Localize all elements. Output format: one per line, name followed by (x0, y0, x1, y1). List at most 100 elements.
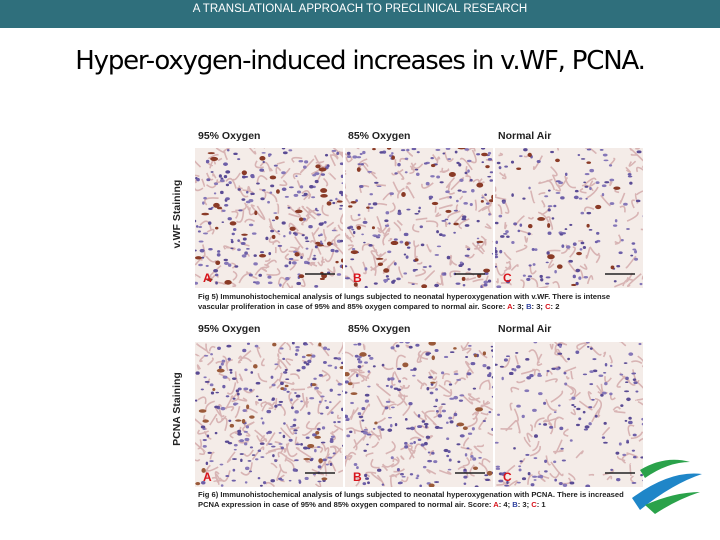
nucleus (589, 347, 593, 350)
septum (348, 368, 357, 373)
septum (195, 273, 201, 279)
septum (334, 424, 343, 432)
septum (387, 237, 393, 242)
septum (433, 408, 442, 419)
nucleus (620, 239, 624, 242)
nucleus (364, 399, 370, 403)
nucleus (484, 271, 489, 275)
nucleus (573, 405, 577, 408)
septum (226, 359, 233, 371)
stain (213, 202, 220, 208)
nucleus (320, 233, 323, 236)
nucleus (197, 230, 201, 233)
nucleus (372, 427, 376, 430)
panel-letter: A (203, 470, 212, 484)
septum (364, 426, 369, 432)
septum (421, 182, 434, 189)
nucleus (329, 439, 334, 443)
nucleus (309, 185, 314, 189)
septum (621, 452, 630, 464)
stain (315, 164, 321, 169)
septum (550, 461, 564, 477)
nucleus (258, 398, 263, 402)
nucleus (241, 175, 246, 179)
score-label: B (512, 500, 518, 509)
nucleus (353, 343, 358, 346)
nucleus (363, 431, 368, 435)
nucleus (373, 282, 378, 285)
septum (352, 435, 367, 449)
septum (287, 204, 299, 215)
septum (406, 150, 414, 157)
septum (608, 355, 613, 364)
nucleus (294, 410, 299, 414)
septum (328, 460, 337, 472)
stain (481, 152, 488, 157)
nucleus (227, 441, 233, 445)
septum (504, 221, 508, 230)
stain (356, 225, 362, 230)
septum (277, 451, 288, 458)
nucleus (206, 178, 211, 182)
stain (241, 233, 248, 236)
nucleus (628, 416, 632, 420)
nucleus (336, 151, 340, 156)
nucleus (229, 371, 233, 374)
nucleus (585, 484, 591, 487)
nucleus (345, 380, 349, 384)
nucleus (205, 264, 209, 268)
score-value: 4 (503, 500, 508, 509)
panel-letter: A (203, 271, 212, 285)
nucleus (498, 214, 503, 218)
septum (277, 359, 282, 370)
septum (413, 240, 420, 248)
septum (396, 219, 403, 226)
nucleus (496, 285, 502, 288)
nucleus (314, 284, 319, 288)
nucleus (429, 391, 434, 395)
septum (495, 194, 507, 201)
stain (527, 223, 533, 229)
septum (503, 252, 512, 261)
nucleus (544, 195, 549, 198)
stain (198, 409, 207, 413)
nucleus (284, 195, 289, 198)
septum (301, 205, 316, 220)
nucleus (295, 349, 300, 352)
nucleus (239, 453, 244, 455)
nucleus (609, 392, 613, 396)
septum (337, 469, 343, 474)
nucleus (274, 363, 279, 366)
septum (530, 277, 539, 288)
septum (379, 227, 386, 236)
nucleus (329, 401, 332, 404)
septum (618, 342, 621, 343)
stain (318, 458, 323, 464)
nucleus (279, 283, 282, 287)
septum (613, 410, 626, 414)
stain (201, 467, 206, 473)
nucleus (215, 281, 218, 285)
nucleus (339, 190, 343, 195)
nucleus (203, 354, 209, 357)
stain (195, 256, 202, 260)
nucleus (356, 156, 362, 159)
nucleus (601, 436, 606, 439)
septum (444, 221, 449, 228)
septum (538, 191, 546, 196)
nucleus (345, 265, 348, 268)
nucleus (463, 468, 467, 471)
nucleus (296, 369, 301, 372)
septum (620, 342, 627, 347)
nucleus (320, 395, 325, 398)
septum (465, 244, 471, 250)
nucleus (367, 370, 371, 373)
nucleus (248, 199, 254, 203)
septum (495, 186, 497, 192)
septum (541, 200, 546, 208)
nucleus (251, 454, 256, 456)
nucleus (453, 395, 459, 400)
nucleus (482, 364, 487, 368)
stain (350, 392, 358, 396)
nucleus (575, 281, 579, 286)
